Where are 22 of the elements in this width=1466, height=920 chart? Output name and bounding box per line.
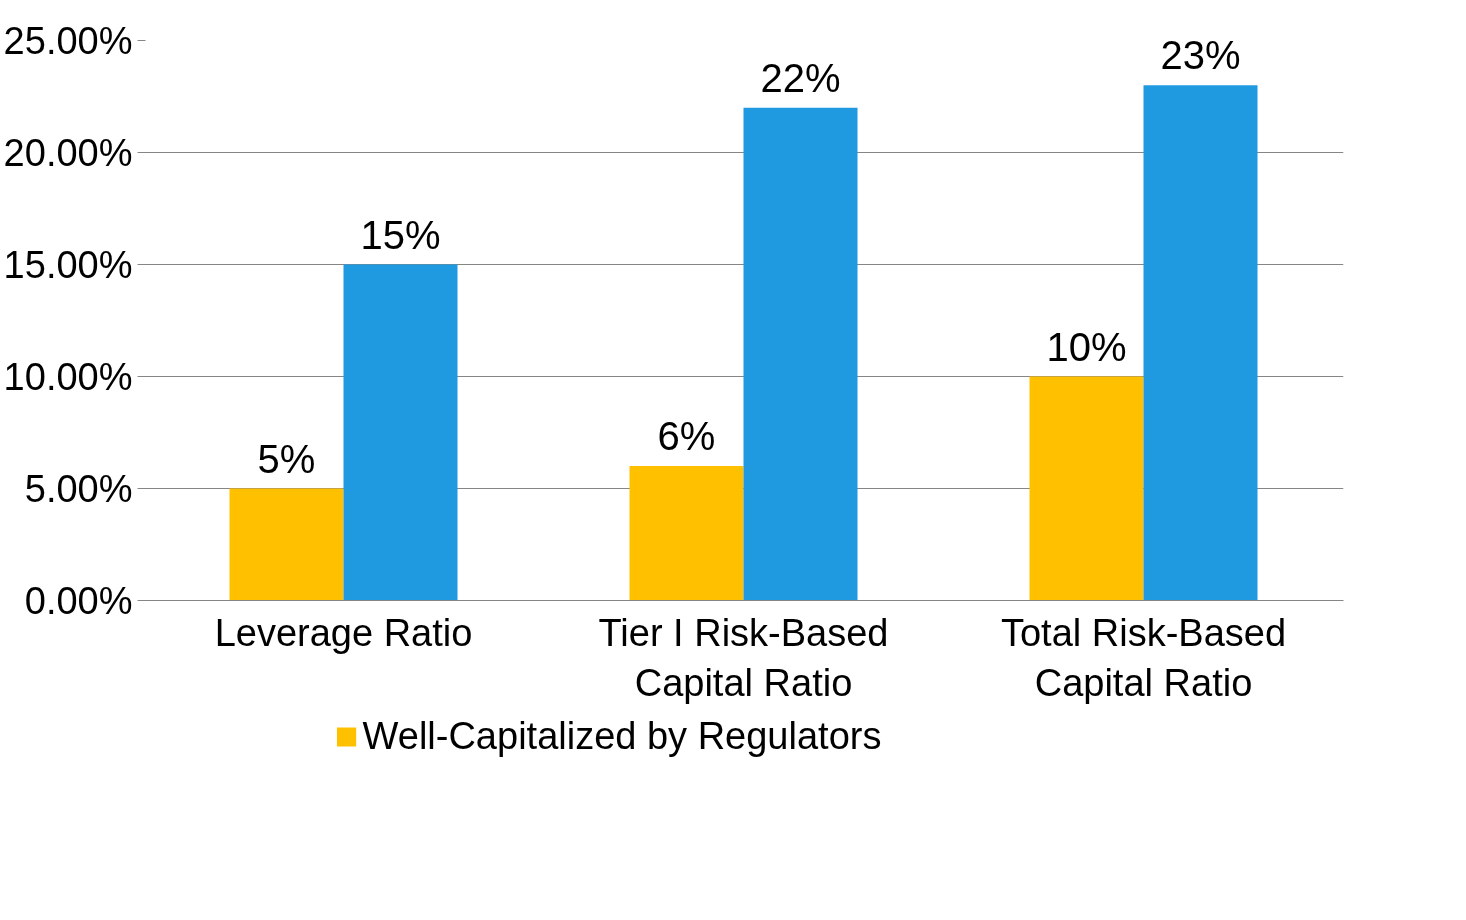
legend-label: Well-Capitalized by Regulators	[362, 714, 882, 758]
data-label: 5%	[257, 436, 316, 481]
data-label: 6%	[657, 414, 716, 459]
y-tick-label: 15.00%	[3, 243, 133, 286]
y-tick-label: 5.00%	[24, 467, 133, 510]
y-tick-label: 0.00%	[24, 579, 133, 622]
bar	[1029, 376, 1144, 601]
data-label: 10%	[1046, 324, 1127, 369]
x-tick-label: Tier I Risk-Based Capital Ratio	[598, 611, 889, 704]
x-tick-label: Leverage Ratio	[214, 611, 473, 654]
bar	[1143, 85, 1258, 601]
x-tick-label: Total Risk-Based Capital Ratio	[1000, 611, 1287, 704]
data-label: 15%	[360, 212, 441, 257]
bar	[743, 107, 858, 601]
bar	[629, 466, 744, 601]
y-tick-label: 20.00%	[3, 131, 133, 174]
data-label: 22%	[760, 55, 841, 100]
data-label: 23%	[1160, 33, 1241, 78]
y-tick-label: 25.00%	[3, 19, 133, 62]
bar	[343, 264, 458, 601]
bar	[229, 488, 344, 601]
y-tick-label: 10.00%	[3, 355, 133, 398]
